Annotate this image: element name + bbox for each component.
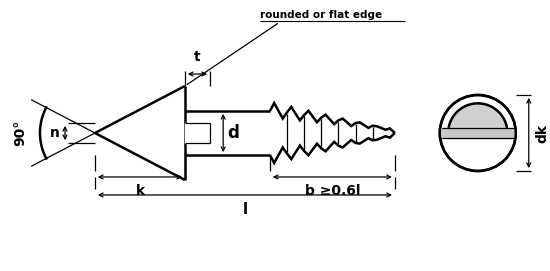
- Text: l: l: [243, 202, 248, 217]
- Circle shape: [440, 95, 516, 171]
- Text: d: d: [227, 124, 239, 142]
- Text: t: t: [194, 50, 201, 64]
- Polygon shape: [185, 123, 210, 143]
- Polygon shape: [270, 103, 395, 163]
- Text: rounded or flat edge: rounded or flat edge: [260, 10, 382, 20]
- Text: 90°: 90°: [13, 120, 27, 146]
- Polygon shape: [185, 111, 270, 155]
- Polygon shape: [442, 128, 514, 138]
- Text: b ≥0.6l: b ≥0.6l: [305, 184, 360, 198]
- Text: dk: dk: [536, 124, 550, 143]
- Text: k: k: [135, 184, 145, 198]
- Text: n: n: [50, 126, 60, 140]
- Polygon shape: [448, 103, 508, 133]
- Polygon shape: [95, 86, 185, 180]
